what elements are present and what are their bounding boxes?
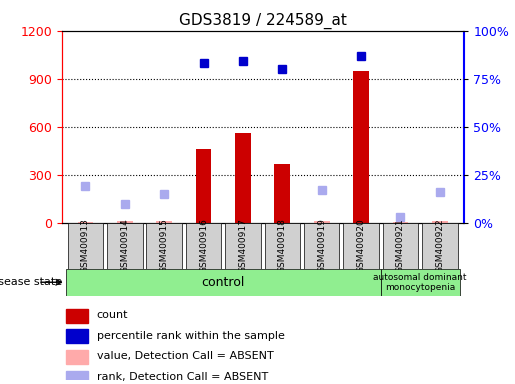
Bar (78, 222, 93, 223)
FancyBboxPatch shape (381, 269, 459, 296)
Bar (432, 222, 448, 223)
Bar (314, 221, 330, 223)
Text: GSM400913: GSM400913 (81, 218, 90, 273)
FancyBboxPatch shape (146, 223, 182, 269)
Bar (353, 71, 369, 223)
FancyBboxPatch shape (265, 223, 300, 269)
Bar (235, 133, 251, 223)
Text: GSM400921: GSM400921 (396, 218, 405, 273)
FancyBboxPatch shape (344, 223, 379, 269)
Text: disease state: disease state (0, 277, 62, 287)
Text: GSM400915: GSM400915 (160, 218, 169, 273)
FancyBboxPatch shape (67, 223, 103, 269)
FancyBboxPatch shape (225, 223, 261, 269)
Bar (274, 164, 290, 223)
Text: rank, Detection Call = ABSENT: rank, Detection Call = ABSENT (97, 372, 268, 382)
FancyBboxPatch shape (107, 223, 143, 269)
FancyBboxPatch shape (422, 223, 458, 269)
Text: GSM400917: GSM400917 (238, 218, 248, 273)
Text: count: count (97, 310, 128, 320)
FancyBboxPatch shape (304, 223, 339, 269)
Bar (157, 221, 172, 223)
Text: control: control (201, 276, 245, 289)
FancyBboxPatch shape (186, 223, 221, 269)
Text: value, Detection Call = ABSENT: value, Detection Call = ABSENT (97, 351, 273, 361)
Bar (196, 149, 212, 223)
FancyBboxPatch shape (383, 223, 418, 269)
Text: GSM400920: GSM400920 (356, 218, 366, 273)
Text: GSM400922: GSM400922 (435, 218, 444, 273)
Text: GSM400916: GSM400916 (199, 218, 208, 273)
Bar (66, 329, 88, 343)
Bar (392, 222, 408, 223)
Text: percentile rank within the sample: percentile rank within the sample (97, 331, 285, 341)
Bar (66, 309, 88, 323)
Text: GSM400918: GSM400918 (278, 218, 287, 273)
Text: GSM400919: GSM400919 (317, 218, 326, 273)
Text: GSM400914: GSM400914 (121, 218, 129, 273)
Text: autosomal dominant
monocytopenia: autosomal dominant monocytopenia (373, 273, 467, 292)
Title: GDS3819 / 224589_at: GDS3819 / 224589_at (179, 13, 347, 29)
Bar (66, 371, 88, 384)
Bar (117, 222, 133, 223)
Bar (66, 350, 88, 364)
FancyBboxPatch shape (66, 269, 381, 296)
